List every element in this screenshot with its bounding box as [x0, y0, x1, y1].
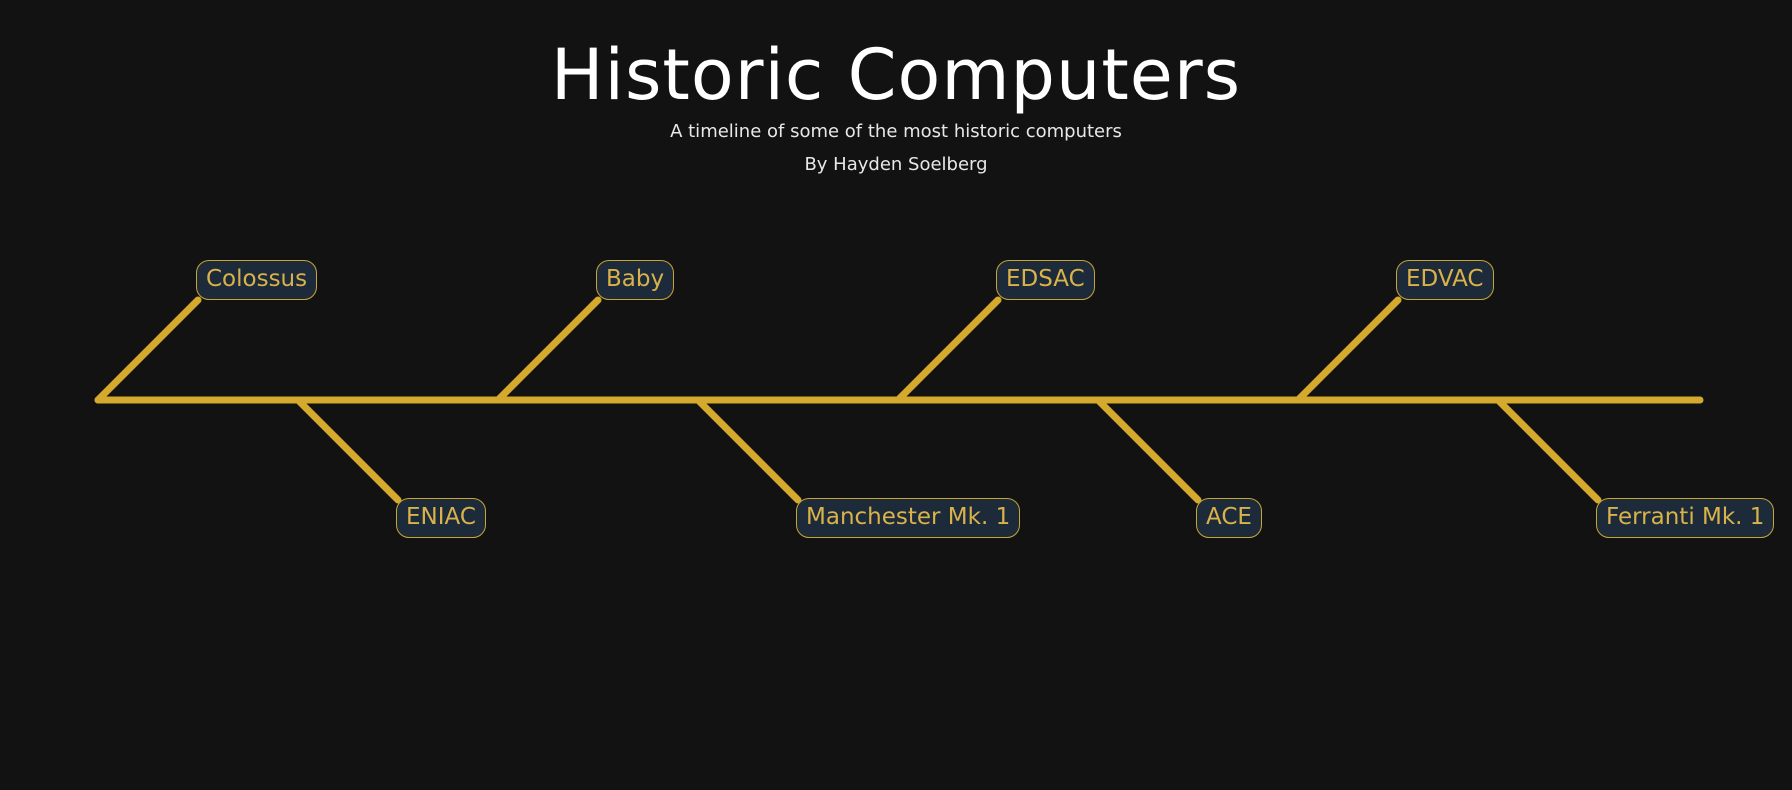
- timeline-node: ACE: [1196, 498, 1262, 538]
- timeline-branch: [1494, 396, 1602, 504]
- timeline-lines: [94, 296, 1704, 504]
- timeline-branch: [894, 296, 1002, 404]
- timeline-branch: [294, 396, 402, 504]
- page-title: Historic Computers: [550, 34, 1242, 116]
- timeline-branch: [1294, 296, 1402, 404]
- header: Historic Computers A timeline of some of…: [0, 30, 1792, 177]
- timeline-branch: [494, 296, 602, 404]
- author-credit: By Hayden Soelberg: [804, 154, 988, 175]
- timeline-node: Ferranti Mk. 1: [1596, 498, 1775, 538]
- timeline-branch: [94, 296, 202, 404]
- page-subtitle: A timeline of some of the most historic …: [670, 121, 1122, 142]
- timeline-branch: [694, 396, 802, 504]
- timeline-node: Baby: [596, 260, 675, 300]
- timeline-node: EDVAC: [1396, 260, 1494, 300]
- timeline-node: EDSAC: [996, 260, 1095, 300]
- timeline-branch: [1094, 396, 1202, 504]
- timeline-node: ENIAC: [396, 498, 486, 538]
- timeline-node: Manchester Mk. 1: [796, 498, 1021, 538]
- timeline-node: Colossus: [196, 260, 318, 300]
